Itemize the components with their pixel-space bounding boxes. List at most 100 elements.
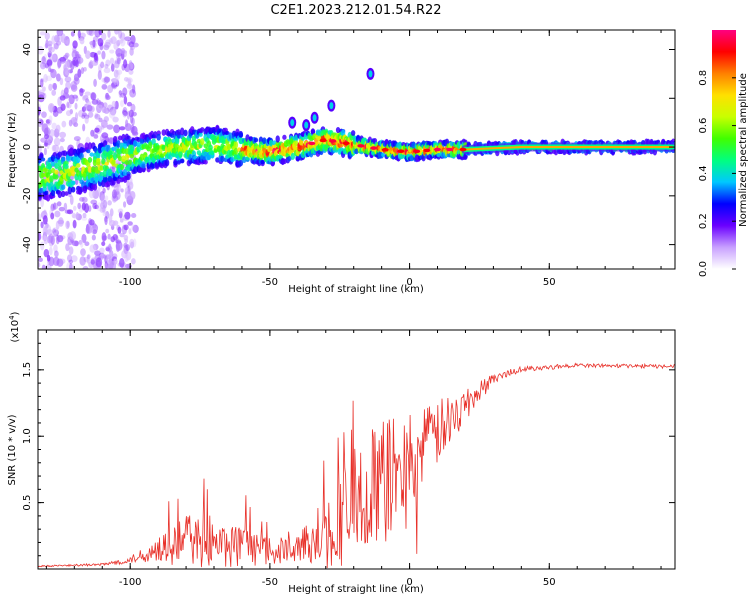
- colorbar-tick-label: 0.0: [698, 261, 709, 277]
- spectrogram-noise-blob: [105, 211, 110, 219]
- spectrogram-noise-blob: [41, 235, 47, 241]
- spectrogram-noise-blob: [81, 233, 87, 243]
- spectrogram-noise-blob: [65, 81, 71, 90]
- spectrogram-noise-blob: [66, 101, 70, 109]
- spectrogram-noise-blob: [124, 211, 131, 220]
- spectrogram-cell: [298, 145, 304, 151]
- spectrogram-noise-blob: [83, 103, 89, 112]
- colorbar-tick-label: 0.2: [698, 213, 709, 229]
- spectrogram-noise-blob: [69, 263, 75, 269]
- spectrogram-noise-blob: [116, 70, 121, 81]
- spectrogram-noise-blob: [93, 52, 98, 63]
- spectrogram-noise-blob: [59, 77, 64, 86]
- spectrogram-cell: [411, 141, 416, 149]
- spectrogram-cell: [40, 157, 46, 162]
- spectrogram-noise-blob: [47, 103, 55, 113]
- spectrogram-cell: [409, 155, 415, 161]
- spectrogram-noise-blob: [47, 40, 53, 47]
- spectrogram-cell: [156, 133, 161, 141]
- snr-multiplier-close: ): [10, 311, 21, 315]
- spectrogram-noise-blob: [91, 234, 96, 241]
- spectrogram-noise-blob: [94, 113, 101, 120]
- spectrogram-cell: [238, 159, 244, 167]
- spectrogram-noise-blob: [52, 82, 57, 90]
- spectrogram-noise-blob: [108, 37, 113, 45]
- spectrogram-noise-blob: [97, 37, 104, 47]
- spectrogram-cell: [89, 152, 94, 157]
- spectrogram-cell: [179, 159, 185, 164]
- spectrogram-cell: [335, 127, 341, 134]
- y-tick-label: 1.0: [22, 428, 33, 444]
- spectrogram-cell: [92, 159, 98, 167]
- spectrogram-noise-blob: [120, 100, 124, 108]
- spectrogram-noise-blob: [86, 254, 90, 264]
- spectrogram-noise-blob: [53, 137, 61, 147]
- spectrogram-noise-blob: [123, 59, 128, 69]
- spectrogram-noise-blob: [107, 30, 111, 38]
- spectrogram-noise-blob: [103, 76, 109, 85]
- spectrogram-noise-blob: [38, 144, 42, 154]
- spectrogram-noise-blob: [113, 124, 121, 134]
- spectrogram-noise-blob: [107, 84, 114, 94]
- spectrogram-cell: [225, 130, 230, 136]
- spectrogram-noise-blob: [59, 131, 67, 139]
- spectrogram-cell: [60, 184, 66, 190]
- spectrogram-cell: [203, 143, 208, 149]
- spectrogram-noise-blob: [109, 106, 117, 116]
- spectrogram-noise-blob: [76, 56, 84, 64]
- y-tick-label: 0: [22, 144, 33, 150]
- spectrogram-noise-blob: [107, 233, 111, 240]
- spectrogram-cell: [87, 165, 93, 174]
- x-tick-label: -100: [119, 277, 142, 288]
- spectrogram-noise-blob: [124, 187, 129, 195]
- spectrogram-noise-blob: [86, 104, 93, 112]
- spectrogram-noise-blob: [48, 46, 55, 53]
- spectrogram-noise-blob: [68, 259, 74, 264]
- spectrogram-noise-blob: [82, 95, 86, 101]
- spectrogram-noise-blob: [53, 232, 57, 238]
- spectrogram-cell: [287, 156, 292, 162]
- spectrogram-noise-blob: [114, 60, 120, 69]
- spectrogram-cell: [116, 140, 121, 148]
- spectrogram-noise-blob: [48, 115, 53, 123]
- spectrogram-cell: [44, 190, 49, 196]
- spectrogram-noise-blob: [39, 61, 46, 70]
- spectrogram-noise-blob: [87, 111, 94, 118]
- spectrogram-noise-blob: [94, 30, 101, 38]
- spectrogram-noise-blob: [40, 241, 45, 251]
- spectrogram-noise-blob: [86, 30, 93, 36]
- spectrogram-noise-blob: [101, 50, 106, 60]
- spectrogram-feature-core: [368, 70, 373, 78]
- spectrogram-noise-blob: [38, 45, 44, 55]
- spectrogram-noise-blob: [101, 85, 109, 90]
- spectrogram-cell: [312, 133, 317, 140]
- spectrogram-cell: [183, 129, 188, 137]
- spectrogram-heatmap: [38, 30, 675, 269]
- x-tick-label: 0: [406, 577, 412, 588]
- spectrogram-noise-blob: [79, 197, 85, 202]
- spectrogram-noise-blob: [79, 256, 86, 266]
- spectrogram-noise-blob: [84, 241, 90, 247]
- spectrogram-noise-blob: [119, 218, 124, 223]
- spectrogram-noise-blob: [71, 240, 79, 247]
- spectrogram-cell: [260, 159, 265, 165]
- spectrogram-cell: [173, 160, 178, 166]
- spectrogram-cell: [64, 163, 69, 170]
- spectrogram-noise-blob: [55, 73, 61, 82]
- spectrogram-hotspot: [433, 147, 441, 152]
- spectrogram-cell: [153, 131, 158, 139]
- spectrogram-noise-blob: [79, 32, 86, 39]
- spectrogram-noise-blob: [97, 70, 102, 80]
- spectrogram-noise-blob: [102, 187, 106, 194]
- spectrogram-noise-blob: [129, 177, 133, 186]
- spectrogram-cell: [233, 147, 239, 155]
- spectrogram-cell: [136, 137, 141, 143]
- spectrogram-noise-blob: [119, 92, 127, 98]
- spectrogram-cell: [71, 186, 76, 193]
- spectrogram-noise-blob: [49, 129, 55, 137]
- spectrogram-noise-blob: [119, 37, 126, 47]
- spectrogram-noise-blob: [77, 109, 85, 118]
- spectrogram-cell: [282, 134, 287, 140]
- spectrogram-noise-blob: [65, 110, 72, 117]
- x-tick-label: 50: [543, 577, 556, 588]
